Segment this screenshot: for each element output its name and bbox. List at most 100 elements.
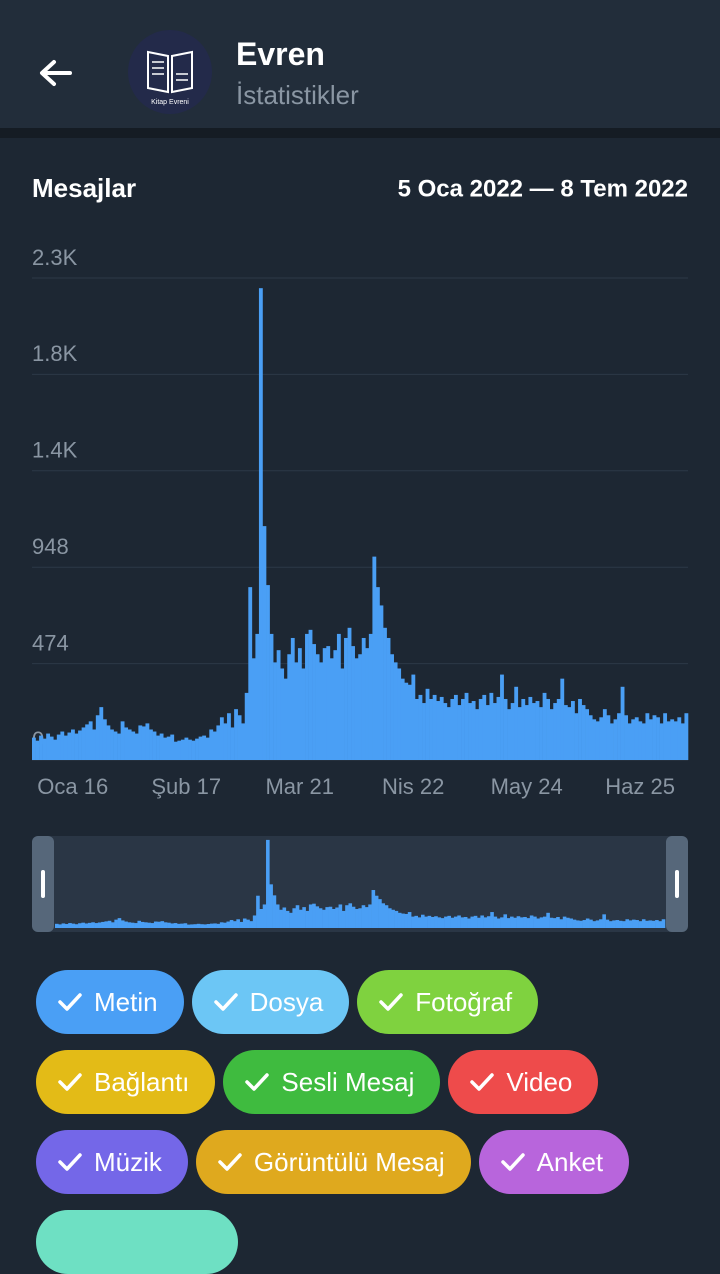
bar <box>141 726 146 760</box>
filter-chip[interactable]: Bağlantı <box>36 1050 216 1114</box>
check <box>58 1153 82 1171</box>
navigator-bar <box>157 921 161 928</box>
bar <box>117 733 121 760</box>
navigator-bar <box>134 923 138 928</box>
navigator-bar <box>546 912 550 928</box>
handle-grip <box>675 870 679 898</box>
bar <box>237 715 242 760</box>
navigator-bar <box>503 914 508 928</box>
navigator-bar <box>444 916 448 928</box>
navigator-bar <box>572 919 577 928</box>
navigator-bar <box>160 921 165 928</box>
bar <box>638 721 643 760</box>
bar <box>418 694 423 760</box>
date-range: 5 Oca 2022 — 8 Tem 2022 <box>398 175 688 202</box>
bar <box>478 698 483 760</box>
bar <box>266 585 270 760</box>
bar <box>517 707 522 760</box>
navigator-bar <box>259 909 264 928</box>
bar <box>372 556 377 760</box>
navigator-bar <box>275 904 280 928</box>
bar <box>464 692 469 760</box>
bar <box>574 713 579 760</box>
bar <box>599 717 604 760</box>
navigator-bar <box>137 920 142 928</box>
bar <box>78 730 82 760</box>
navigator-bar <box>318 908 323 928</box>
navigator-bar <box>64 924 69 928</box>
navigator-bar <box>599 919 603 928</box>
filter-chip[interactable]: Müzik <box>36 1130 188 1194</box>
bar <box>152 731 157 760</box>
navigator-bar <box>74 924 79 928</box>
bar <box>595 721 600 760</box>
navigator-bar <box>279 909 283 928</box>
bar <box>195 738 199 760</box>
navigator-bar <box>78 923 82 928</box>
bar <box>35 740 40 760</box>
filter-chip[interactable]: Metin <box>36 970 184 1034</box>
bar <box>553 703 558 760</box>
navigator-bar <box>397 912 402 928</box>
navigator-bar <box>404 913 409 928</box>
bar <box>400 678 405 760</box>
filter-chip[interactable]: Dosya <box>191 970 350 1034</box>
bar <box>258 288 263 760</box>
bar <box>379 605 384 760</box>
navigator-bar <box>440 918 445 928</box>
filter-chip[interactable]: Anket <box>478 1130 630 1194</box>
title: Evren <box>236 36 325 72</box>
navigator-bar <box>424 916 428 928</box>
navigator-bar <box>602 914 606 928</box>
navigator-bar <box>467 918 471 928</box>
navigator-bar <box>200 924 204 928</box>
filter-chip[interactable]: Sesli Mesaj <box>223 1050 441 1114</box>
navigator-bar <box>556 916 560 928</box>
navigator-bar <box>453 916 458 928</box>
bar <box>397 668 402 760</box>
filter-label: Bağlantı <box>94 1066 190 1097</box>
navigator-bar <box>246 919 250 928</box>
bar <box>684 713 689 760</box>
navigator-bar <box>543 916 547 928</box>
navigator-bar <box>256 895 260 928</box>
bar <box>439 696 444 760</box>
x-tick-label: May 24 <box>491 774 563 799</box>
bar <box>159 733 164 760</box>
navigator-bar <box>351 906 356 928</box>
bar <box>127 729 132 760</box>
filter-chip[interactable]: Görüntülü Mesaj <box>195 1130 471 1194</box>
navigator-bar <box>173 923 178 928</box>
navigator-bar <box>645 920 649 928</box>
bar <box>510 703 515 760</box>
navigator[interactable] <box>32 836 688 932</box>
navigator-bar <box>608 921 613 928</box>
filter-chip[interactable]: Video <box>448 1050 599 1114</box>
navigator-bar <box>655 920 659 928</box>
navigator-bar <box>302 907 306 928</box>
avatar[interactable]: Kitap Evreni <box>128 30 212 114</box>
bar <box>656 717 660 760</box>
bar <box>223 723 228 760</box>
bar <box>471 701 476 760</box>
back-button[interactable] <box>36 54 76 94</box>
x-tick-label: Oca 16 <box>37 774 108 799</box>
navigator-bar <box>150 923 155 928</box>
navigator-bar <box>345 905 349 928</box>
bar <box>209 729 214 760</box>
bar <box>315 654 320 760</box>
navigator-bar <box>226 921 231 928</box>
navigator-bar <box>463 916 468 928</box>
filter-chip[interactable]: Fotoğraf <box>357 970 539 1034</box>
divider <box>0 128 720 138</box>
bar <box>287 654 292 760</box>
check <box>58 1073 82 1091</box>
navigator-bar <box>335 907 339 928</box>
bar <box>351 646 355 760</box>
filter-chip[interactable] <box>36 1210 238 1274</box>
bar <box>645 713 650 760</box>
bar <box>326 646 331 760</box>
bar <box>560 678 565 760</box>
bar <box>241 723 246 760</box>
bar <box>212 731 217 760</box>
